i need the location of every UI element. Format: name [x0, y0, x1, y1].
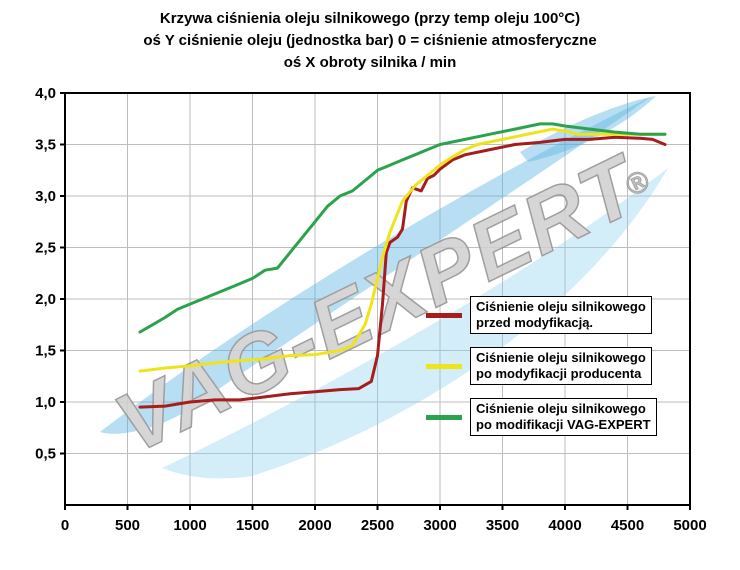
legend-swatch-red [426, 312, 462, 318]
x-tick-label: 4500 [611, 517, 644, 534]
legend-label-line: po modyfikacji producenta [476, 366, 642, 381]
legend: Ciśnienie oleju silnikowego przed modyfi… [426, 296, 657, 436]
watermark-swoosh [100, 96, 652, 434]
x-tick-label: 5000 [673, 517, 706, 534]
series-line-1 [138, 127, 667, 373]
title-line-3: oś X obroty silnika / min [283, 54, 457, 71]
x-tick-label: 500 [115, 517, 140, 534]
legend-swatch-yellow [426, 363, 462, 369]
legend-label-line: przed modyfikacją. [476, 315, 594, 330]
y-tick-label: 3,5 [35, 137, 56, 154]
legend-label: Ciśnienie oleju silnikowego po modifikac… [470, 398, 657, 436]
series-line-2 [138, 122, 667, 334]
legend-label: Ciśnienie oleju silnikowego po modyfikac… [470, 347, 652, 385]
legend-label-line: Ciśnienie oleju silnikowego [476, 299, 646, 314]
legend-swatch-green [426, 414, 462, 420]
chart-title: Krzywa ciśnienia oleju silnikowego (przy… [0, 8, 740, 74]
watermark-swoosh [162, 168, 668, 479]
x-tick-label: 1500 [236, 517, 269, 534]
x-tick-label: 3500 [486, 517, 519, 534]
y-tick-label: 0,5 [35, 446, 56, 463]
data-series [138, 122, 667, 409]
legend-label-line: Ciśnienie oleju silnikowego [476, 401, 646, 416]
legend-label-line: po modifikacji VAG-EXPERT [476, 417, 651, 432]
y-tick-label: 2,0 [35, 291, 56, 308]
plot-border [64, 92, 691, 506]
legend-item-producer-modification: Ciśnienie oleju silnikowego po modyfikac… [426, 347, 657, 385]
y-tick-label: 2,5 [35, 240, 56, 257]
y-tick-label: 3,0 [35, 188, 56, 205]
x-tick-label: 4000 [548, 517, 581, 534]
y-tick-label: 4,0 [35, 85, 56, 102]
y-tick-label: 1,0 [35, 394, 56, 411]
x-tick-label: 0 [61, 517, 69, 534]
legend-item-vag-expert-modification: Ciśnienie oleju silnikowego po modifikac… [426, 398, 657, 436]
series-line-0 [138, 135, 667, 409]
title-line-2: oś Y ciśnienie oleju (jednostka bar) 0 =… [143, 32, 597, 49]
x-tick-label: 1000 [173, 517, 206, 534]
title-line-1: Krzywa ciśnienia oleju silnikowego (przy… [159, 10, 581, 27]
legend-label-line: Ciśnienie oleju silnikowego [476, 350, 646, 365]
x-tick-label: 2000 [298, 517, 331, 534]
y-tick-label: 1,5 [35, 343, 56, 360]
legend-label: Ciśnienie oleju silnikowego przed modyfi… [470, 296, 652, 334]
legend-item-before-modification: Ciśnienie oleju silnikowego przed modyfi… [426, 296, 657, 334]
x-tick-label: 3000 [423, 517, 456, 534]
axes: 0 500 1000 1500 2000 2500 3000 3500 4000 4500 5000… [35, 85, 707, 534]
x-tick-label: 2500 [361, 517, 394, 534]
